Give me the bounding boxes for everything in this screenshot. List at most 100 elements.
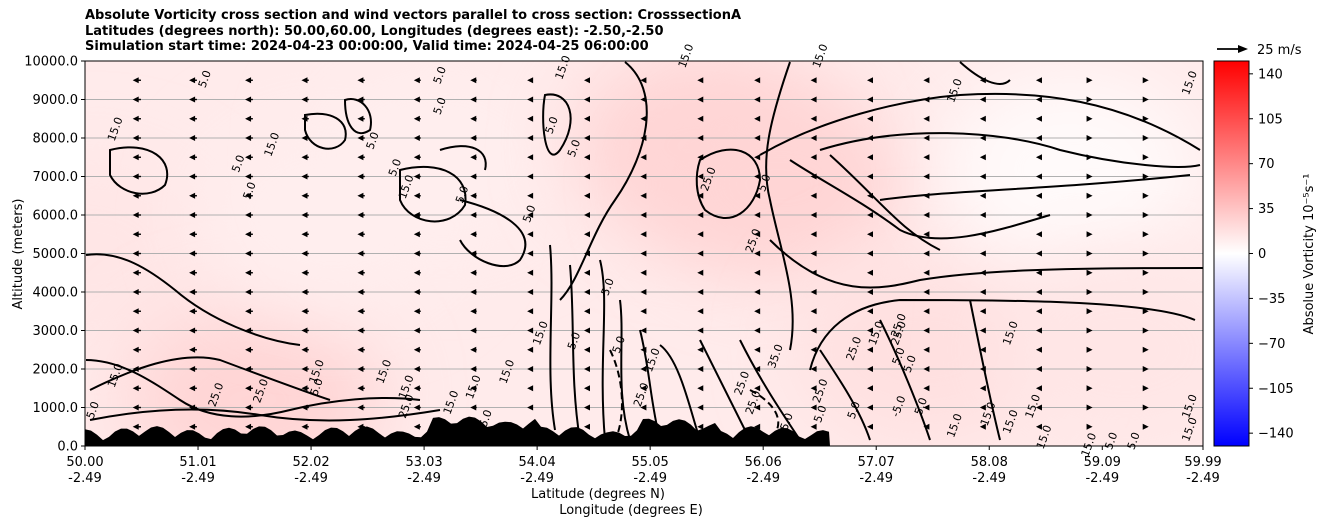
- wind-vector-head: [697, 423, 704, 430]
- wind-vector-head: [245, 404, 252, 411]
- wind-vector-head: [979, 308, 986, 315]
- wind-vector-head: [245, 327, 252, 334]
- wind-vector-head: [697, 173, 704, 180]
- colorbar-tick-label: 70: [1258, 157, 1275, 172]
- wind-vector-head: [754, 308, 761, 315]
- wind-vector-head: [357, 404, 364, 411]
- wind-vector-head: [470, 385, 477, 392]
- wind-vector-head: [245, 212, 252, 218]
- wind-vector-head: [754, 135, 761, 141]
- wind-vector-head: [1142, 308, 1149, 315]
- wind-vector-head: [810, 385, 817, 392]
- wind-vector-head: [584, 404, 591, 411]
- wind-vector-head: [979, 385, 986, 392]
- x-tick-label-lon: -2.49: [181, 471, 215, 486]
- contour-line: [569, 264, 581, 441]
- wind-vector-head: [470, 346, 477, 353]
- wind-vector-head: [132, 327, 139, 334]
- contour-label: 5.0: [386, 157, 404, 178]
- wind-vector-head: [867, 192, 874, 199]
- wind-vector-head: [867, 423, 874, 430]
- wind-vector-head: [754, 385, 761, 392]
- wind-vector-head: [132, 231, 139, 238]
- wind-vector-head: [754, 212, 761, 218]
- wind-vector-head: [301, 96, 308, 103]
- wind-vector-head: [584, 327, 591, 334]
- contour-line: [542, 93, 572, 156]
- wind-vector-head: [640, 366, 647, 372]
- wind-vector-head: [640, 289, 647, 295]
- wind-vector-head: [1142, 289, 1149, 295]
- wind-vector-head: [1035, 327, 1042, 334]
- wind-vector-head: [357, 77, 364, 84]
- wind-vector-head: [357, 289, 364, 295]
- wind-vector-head: [584, 423, 591, 430]
- wind-vector-head: [697, 327, 704, 334]
- wind-vector-head: [584, 154, 591, 161]
- x-tick-label-lat: 53.03: [405, 455, 442, 470]
- wind-vector-head: [301, 135, 308, 141]
- wind-vector-head: [867, 77, 874, 84]
- wind-vector-head: [923, 308, 930, 315]
- wind-vector-head: [301, 115, 308, 122]
- wind-vector-head: [584, 212, 591, 218]
- x-tick-label-lat: 52.02: [292, 455, 329, 470]
- contour-line: [819, 349, 871, 441]
- wind-vector-head: [470, 269, 477, 276]
- wind-vector-head: [77, 308, 83, 314]
- contour-label: 5.0: [755, 173, 773, 194]
- wind-vector-head: [810, 192, 817, 199]
- wind-vector-head: [1086, 115, 1093, 122]
- wind-vector-head: [189, 385, 196, 392]
- contour-line: [304, 112, 347, 150]
- wind-vector-head: [470, 135, 477, 141]
- contour-line: [85, 359, 421, 418]
- wind-vector-head: [867, 346, 874, 353]
- wind-vector-head: [979, 289, 986, 295]
- wind-vector-head: [245, 250, 252, 257]
- wind-vector-head: [1142, 135, 1149, 141]
- wind-vector-head: [1142, 269, 1149, 276]
- wind-vector-head: [189, 192, 196, 199]
- colorbar-tick-label: −70: [1258, 337, 1285, 352]
- wind-vector-head: [754, 192, 761, 199]
- wind-vector-head: [584, 308, 591, 315]
- wind-vector-head: [640, 250, 647, 257]
- colorbar: 140 105 70 35 0 −35 −70 −105 −140 Absolue Vortic…: [1213, 60, 1317, 447]
- wind-vector-head: [923, 423, 930, 430]
- wind-vector-head: [245, 423, 252, 430]
- wind-vector-head: [697, 308, 704, 315]
- wind-vector-head: [301, 192, 308, 199]
- wind-vector-head: [301, 269, 308, 276]
- wind-vector-head: [413, 173, 420, 180]
- wind-vector-head: [189, 327, 196, 334]
- wind-vector-head: [77, 270, 83, 276]
- contour-label: 5.0: [811, 404, 829, 425]
- wind-vector-head: [357, 173, 364, 180]
- wind-vector-head: [810, 77, 817, 84]
- wind-vector-head: [697, 231, 704, 238]
- wind-vector-head: [584, 269, 591, 276]
- contour-line: [819, 132, 1201, 168]
- wind-vector-head: [867, 250, 874, 257]
- wind-vector-head: [810, 154, 817, 161]
- wind-vector-head: [527, 115, 534, 122]
- wind-vector-head: [923, 115, 930, 122]
- wind-vector-head: [810, 173, 817, 180]
- wind-vector-head: [640, 77, 647, 84]
- y-tick-label: 6000.0: [33, 209, 79, 224]
- wind-vector-head: [697, 135, 704, 141]
- x-tick-label-lon: -2.49: [294, 471, 328, 486]
- y-tick-label: 3000.0: [33, 324, 79, 339]
- wind-vector-head: [470, 366, 477, 372]
- wind-vector-head: [867, 366, 874, 372]
- contour-line: [439, 145, 487, 171]
- wind-vector-head: [1086, 231, 1093, 238]
- quiver-key-arrowhead: [1238, 45, 1248, 53]
- wind-vector-head: [1086, 346, 1093, 353]
- contour-line: [599, 259, 606, 441]
- y-tick-label: 9000.0: [33, 93, 79, 108]
- y-tick-label: 1000.0: [33, 401, 79, 416]
- wind-vector-head: [413, 96, 420, 103]
- wind-vector-head: [754, 154, 761, 161]
